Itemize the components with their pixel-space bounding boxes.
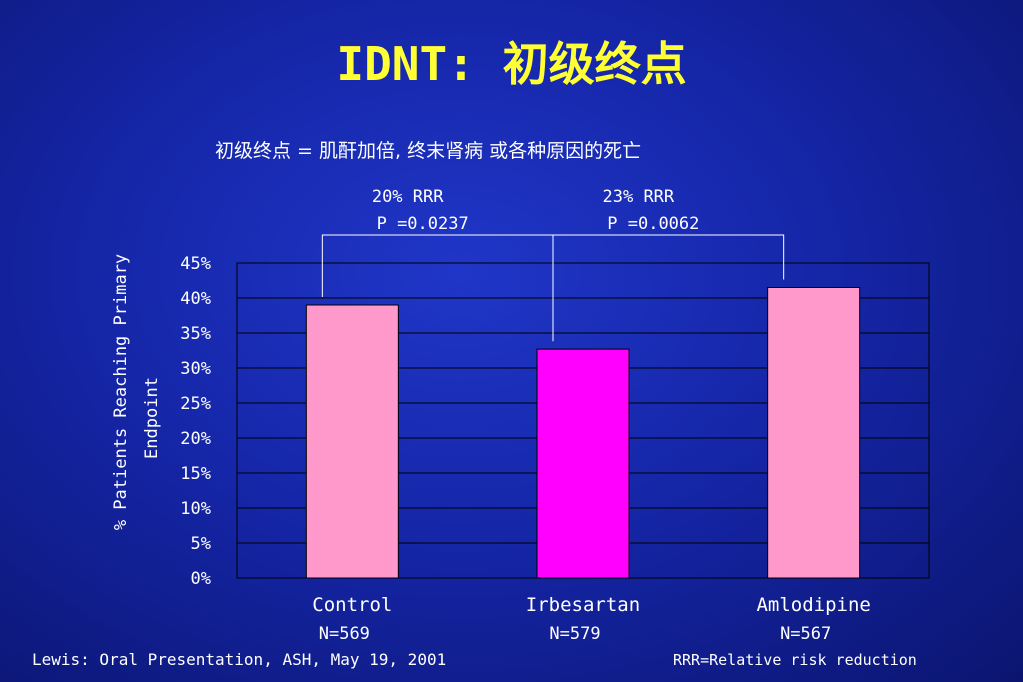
p-value-label: P =0.0062	[607, 214, 699, 234]
bar-amlodipine	[767, 287, 861, 579]
y-tick-label: 30%	[180, 359, 211, 379]
x-category-label: Amlodipine	[756, 594, 870, 616]
slide-title: IDNT: 初级终点	[336, 37, 687, 91]
y-tick-label: 45%	[180, 254, 211, 274]
sample-size-label: N=569	[319, 624, 370, 644]
y-axis-title-line2: Endpoint	[142, 377, 162, 459]
y-tick-label: 0%	[191, 569, 211, 589]
citation-text: Lewis: Oral Presentation, ASH, May 19, 2…	[32, 650, 447, 669]
y-tick-label: 15%	[180, 464, 211, 484]
rrr-definition-text: RRR=Relative risk reduction	[673, 651, 917, 669]
bar-control	[305, 304, 399, 579]
y-tick-label: 10%	[180, 499, 211, 519]
bar-irbesartan	[536, 348, 630, 579]
y-tick-label: 25%	[180, 394, 211, 414]
x-category-label: Irbesartan	[526, 594, 640, 616]
y-tick-label: 20%	[180, 429, 211, 449]
sample-size-label: N=579	[549, 624, 600, 644]
sample-size-label: N=567	[780, 624, 831, 644]
y-tick-label: 5%	[191, 534, 211, 554]
slide-subtitle: 初级终点 = 肌酐加倍, 终末肾病 或各种原因的死亡	[215, 140, 642, 162]
x-category-label: Control	[312, 594, 392, 616]
p-value-label: P =0.0237	[377, 214, 469, 234]
y-axis-title: % Patients Reaching Primary	[111, 254, 131, 530]
y-tick-label: 35%	[180, 324, 211, 344]
y-tick-label: 40%	[180, 289, 211, 309]
rrr-label: 23% RRR	[603, 187, 675, 207]
comparison-bracket	[552, 234, 785, 342]
rrr-label: 20% RRR	[372, 187, 444, 207]
